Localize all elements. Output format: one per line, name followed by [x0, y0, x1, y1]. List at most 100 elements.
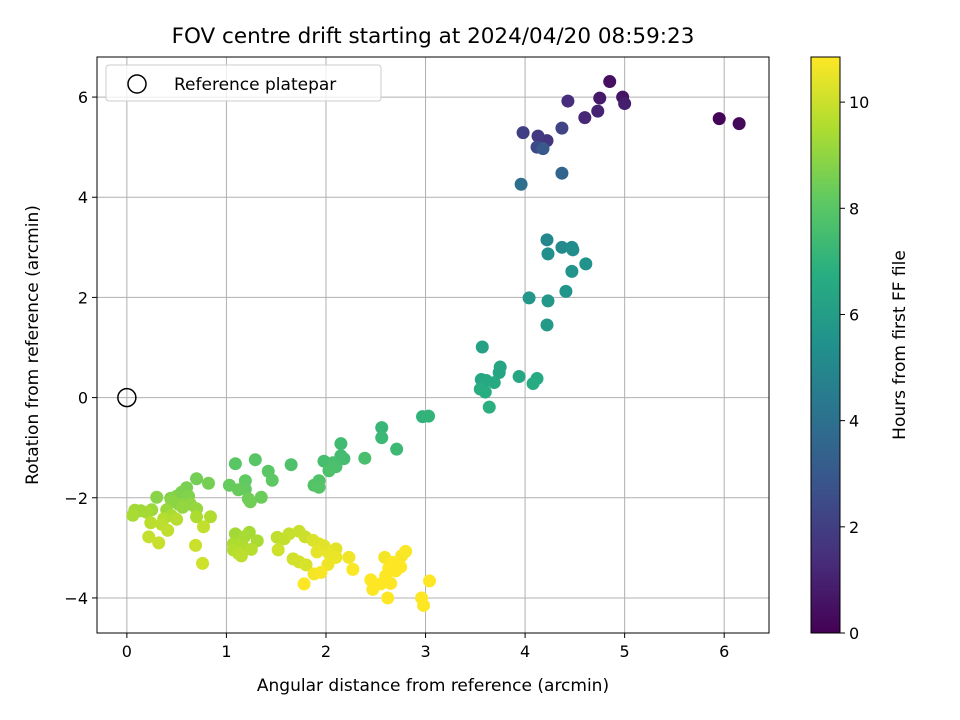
- data-point: [299, 558, 313, 572]
- data-point: [190, 472, 204, 486]
- data-point: [312, 480, 326, 494]
- data-point: [203, 510, 217, 524]
- data-point: [603, 75, 617, 89]
- colorbar-ticks: 0 2 4 6 8 10: [840, 93, 869, 643]
- data-point: [555, 121, 569, 135]
- legend-label: Reference platepar: [174, 75, 336, 95]
- data-point: [231, 483, 245, 497]
- data-point: [565, 264, 579, 278]
- x-tick-label: 2: [321, 642, 331, 661]
- data-point: [310, 545, 324, 559]
- x-axis-ticks: 0 1 2 3 4 5 6: [122, 633, 729, 661]
- data-point: [384, 576, 398, 590]
- plot-frame: [96, 56, 770, 634]
- data-point: [375, 431, 389, 445]
- data-point: [152, 536, 166, 550]
- data-point: [536, 142, 550, 156]
- colorbar-tick-label: 8: [849, 199, 859, 218]
- data-point: [284, 458, 298, 472]
- data-point: [618, 97, 632, 111]
- data-point: [417, 598, 431, 612]
- data-point: [540, 233, 554, 247]
- y-tick-label: 2: [78, 288, 88, 307]
- y-tick-label: 0: [78, 389, 88, 408]
- data-point: [579, 257, 593, 271]
- data-point: [334, 437, 348, 451]
- x-tick-label: 6: [719, 642, 729, 661]
- data-point: [176, 500, 190, 514]
- data-point: [390, 442, 404, 456]
- y-tick-label: −4: [64, 589, 88, 608]
- data-point: [561, 94, 575, 108]
- data-point: [566, 243, 580, 257]
- y-axis-ticks: −4 −2 0 2 4 6: [64, 88, 97, 608]
- data-point: [126, 508, 140, 522]
- data-point: [559, 284, 573, 298]
- y-tick-label: 6: [78, 88, 88, 107]
- data-point: [531, 129, 545, 143]
- colorbar-label: Hours from first FF file: [890, 250, 910, 440]
- x-tick-label: 3: [420, 642, 430, 661]
- data-point: [541, 247, 555, 261]
- y-tick-label: −2: [64, 489, 88, 508]
- data-point: [526, 377, 540, 391]
- data-point: [478, 385, 492, 399]
- data-point: [522, 291, 536, 305]
- x-tick-label: 1: [221, 642, 231, 661]
- data-point: [144, 516, 158, 530]
- data-point: [244, 542, 258, 556]
- data-point: [578, 111, 592, 125]
- data-point: [487, 376, 501, 390]
- data-point: [161, 523, 175, 537]
- data-point: [196, 556, 210, 570]
- data-point: [234, 549, 248, 563]
- data-point: [142, 530, 156, 544]
- data-point: [150, 490, 164, 504]
- data-point: [712, 112, 726, 126]
- chart-title: FOV centre drift starting at 2024/04/20 …: [172, 24, 695, 49]
- colorbar-tick-label: 4: [849, 412, 859, 431]
- data-point: [475, 340, 489, 354]
- data-point: [540, 318, 554, 332]
- legend-box: [105, 64, 382, 102]
- data-point: [189, 538, 203, 552]
- data-point: [202, 476, 216, 490]
- data-point: [170, 512, 184, 526]
- data-point: [342, 550, 356, 564]
- data-point: [366, 582, 380, 596]
- legend: Reference platepar: [105, 64, 382, 102]
- data-point: [243, 495, 257, 509]
- colorbar-tick-label: 10: [849, 93, 869, 112]
- data-point: [346, 562, 360, 576]
- reference-marker: [117, 387, 137, 408]
- y-tick-label: 4: [78, 188, 88, 207]
- data-point: [555, 240, 569, 254]
- data-point: [514, 177, 528, 191]
- data-point: [314, 565, 328, 579]
- data-point: [591, 104, 605, 118]
- data-point: [422, 409, 436, 423]
- data-point: [593, 91, 607, 105]
- data-point: [228, 457, 242, 471]
- data-point: [140, 505, 154, 519]
- data-point: [190, 510, 204, 524]
- data-point: [337, 452, 351, 466]
- data-point: [399, 544, 413, 558]
- data-point: [254, 490, 268, 504]
- colorbar-tick-label: 2: [849, 518, 859, 537]
- x-axis-label: Angular distance from reference (arcmin): [257, 676, 609, 696]
- data-point: [375, 421, 389, 435]
- data-point: [197, 520, 211, 534]
- data-point: [358, 451, 372, 465]
- data-point: [512, 370, 526, 384]
- data-point: [381, 591, 395, 605]
- x-tick-label: 0: [122, 642, 132, 661]
- legend-marker-open-circle: [127, 74, 147, 94]
- data-point: [423, 574, 437, 588]
- grid-lines: [97, 57, 769, 633]
- reference-platepar-marker: [117, 387, 137, 408]
- data-points: [126, 75, 746, 612]
- data-point: [516, 126, 530, 140]
- x-tick-label: 4: [520, 642, 530, 661]
- data-point: [492, 366, 506, 380]
